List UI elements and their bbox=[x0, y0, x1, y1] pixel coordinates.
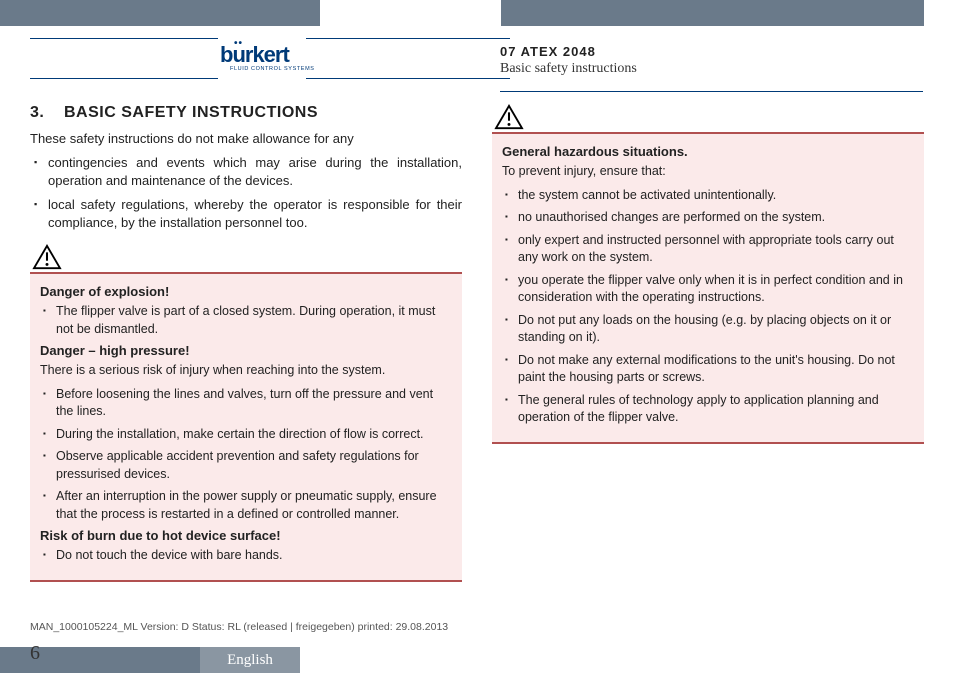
list-item: Do not make any external modifications t… bbox=[502, 352, 914, 387]
list-item: During the installation, make certain th… bbox=[40, 426, 452, 444]
logo-brand: •• burkert bbox=[220, 42, 320, 68]
warn-heading: General hazardous situations. bbox=[502, 144, 914, 159]
list-item: Observe applicable accident prevention a… bbox=[40, 448, 452, 483]
section-intro: These safety instructions do not make al… bbox=[30, 130, 462, 148]
warn-heading: Danger – high pressure! bbox=[40, 343, 452, 358]
list-item: you operate the flipper valve only when … bbox=[502, 272, 914, 307]
list-item: the system cannot be activated unintenti… bbox=[502, 187, 914, 205]
list-item: local safety regulations, whereby the op… bbox=[30, 196, 462, 232]
warning-box-right: General hazardous situations. To prevent… bbox=[492, 132, 924, 444]
header-bar-right bbox=[501, 0, 924, 26]
list-item: contingencies and events which may arise… bbox=[30, 154, 462, 190]
warning-box-left: Danger of explosion! The flipper valve i… bbox=[30, 272, 462, 582]
warn-text: To prevent injury, ensure that: bbox=[502, 163, 914, 181]
footer-meta: MAN_1000105224_ML Version: D Status: RL … bbox=[30, 621, 448, 633]
intro-bullets: contingencies and events which may arise… bbox=[30, 154, 462, 233]
header-rule bbox=[500, 91, 923, 92]
right-column: General hazardous situations. To prevent… bbox=[492, 104, 924, 582]
list-item: no unauthorised changes are performed on… bbox=[502, 209, 914, 227]
warn-text: There is a serious risk of injury when r… bbox=[40, 362, 452, 380]
warn-heading: Danger of explosion! bbox=[40, 284, 452, 299]
doc-code: 07 ATEX 2048 bbox=[500, 44, 920, 59]
logo-brand-text: burkert bbox=[220, 42, 289, 67]
doc-subtitle: Basic safety instructions bbox=[500, 61, 920, 77]
left-column: 3.BASIC SAFETY INSTRUCTIONS These safety… bbox=[30, 104, 462, 582]
page-number: 6 bbox=[30, 642, 40, 665]
warning-icon bbox=[494, 104, 524, 130]
list-item: only expert and instructed personnel wit… bbox=[502, 232, 914, 267]
list-item: The general rules of technology apply to… bbox=[502, 392, 914, 427]
list-item: Before loosening the lines and valves, t… bbox=[40, 386, 452, 421]
warning-icon bbox=[32, 244, 62, 270]
header-info: 07 ATEX 2048 Basic safety instructions bbox=[500, 44, 920, 77]
logo: •• burkert FLUID CONTROL SYSTEMS bbox=[220, 42, 320, 72]
section-number: 3. bbox=[30, 104, 64, 122]
section-heading: 3.BASIC SAFETY INSTRUCTIONS bbox=[30, 104, 462, 122]
section-title-text: BASIC SAFETY INSTRUCTIONS bbox=[64, 104, 318, 121]
list-item: After an interruption in the power suppl… bbox=[40, 488, 452, 523]
footer-language: English bbox=[200, 647, 300, 673]
warn-heading: Risk of burn due to hot device surface! bbox=[40, 528, 452, 543]
list-item: The flipper valve is part of a closed sy… bbox=[40, 303, 452, 338]
list-item: Do not touch the device with bare hands. bbox=[40, 547, 452, 565]
header-bar-left bbox=[0, 0, 320, 26]
list-item: Do not put any loads on the housing (e.g… bbox=[502, 312, 914, 347]
